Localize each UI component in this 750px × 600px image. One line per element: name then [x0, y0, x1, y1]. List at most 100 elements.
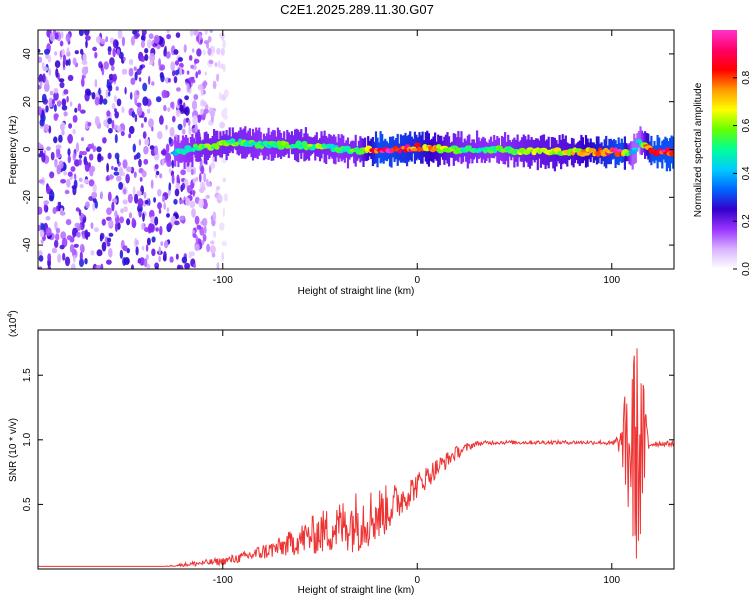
- noise-speckle: [62, 59, 66, 68]
- noise-speckle: [134, 114, 138, 123]
- noise-speckle: [159, 64, 166, 71]
- noise-speckle: [214, 62, 218, 67]
- ridge-halo: [365, 146, 368, 162]
- noise-speckle: [187, 119, 191, 127]
- noise-speckle: [220, 48, 225, 56]
- noise-speckle: [108, 127, 113, 134]
- noise-speckle: [64, 189, 70, 195]
- noise-speckle: [142, 212, 145, 222]
- noise-speckle: [161, 89, 168, 99]
- noise-speckle: [94, 200, 99, 209]
- noise-speckle: [216, 47, 221, 55]
- ridge-halo: [289, 134, 292, 150]
- noise-speckle: [111, 201, 115, 212]
- noise-speckle: [60, 31, 64, 39]
- noise-speckle: [162, 195, 166, 203]
- noise-speckle: [167, 78, 171, 83]
- noise-speckle: [72, 152, 77, 161]
- noise-speckle: [200, 186, 206, 191]
- noise-speckle: [153, 34, 160, 44]
- noise-speckle: [143, 158, 149, 165]
- noise-speckle: [67, 155, 72, 164]
- ridge-halo: [561, 134, 564, 165]
- noise-speckle: [58, 78, 65, 83]
- noise-speckle: [94, 96, 100, 106]
- noise-speckle: [168, 168, 172, 174]
- snr-xlabel: Height of straight line (km): [298, 585, 415, 596]
- ridge-point: [614, 151, 621, 158]
- noise-speckle: [43, 82, 50, 92]
- spec-ytick-label: -20: [22, 190, 33, 205]
- noise-speckle: [106, 242, 111, 247]
- ridge-halo: [574, 144, 577, 163]
- noise-speckle: [141, 30, 147, 36]
- noise-speckle: [131, 111, 136, 118]
- colorbar-gradient: [712, 30, 737, 269]
- noise-speckle: [80, 48, 84, 55]
- snr-line: [38, 348, 674, 568]
- noise-speckle: [209, 109, 216, 118]
- noise-speckle: [70, 263, 76, 269]
- noise-speckle: [195, 176, 199, 182]
- noise-speckle: [130, 36, 135, 46]
- noise-speckle: [168, 136, 172, 144]
- noise-speckle: [205, 194, 210, 199]
- colorbar-tick-label: 0.8: [741, 70, 750, 84]
- noise-speckle: [223, 89, 229, 98]
- noise-speckle: [151, 81, 155, 86]
- noise-speckle: [150, 216, 156, 225]
- noise-speckle: [79, 150, 84, 156]
- noise-speckle: [119, 123, 126, 133]
- ridge-halo: [619, 142, 622, 162]
- ridge-halo: [457, 131, 460, 163]
- noise-speckle: [195, 71, 199, 79]
- noise-speckle: [67, 74, 74, 82]
- noise-speckle: [155, 96, 162, 103]
- noise-speckle: [172, 69, 176, 77]
- noise-speckle: [87, 121, 92, 127]
- noise-speckle: [173, 49, 179, 55]
- ridge-halo: [536, 138, 539, 171]
- colorbar-tick-label: 0.2: [741, 214, 750, 228]
- noise-speckle: [165, 143, 170, 153]
- figure-title: C2E1.2025.289.11.30.G07: [280, 2, 434, 17]
- noise-speckle: [45, 227, 52, 237]
- noise-speckle: [115, 40, 119, 47]
- noise-speckle: [191, 48, 195, 53]
- noise-speckle: [76, 231, 81, 238]
- ridge-halo: [458, 137, 462, 158]
- noise-speckle: [51, 98, 56, 105]
- noise-speckle: [140, 40, 145, 49]
- noise-speckle: [75, 142, 80, 153]
- noise-speckle: [45, 105, 49, 113]
- ridge-halo: [220, 135, 223, 158]
- noise-speckle: [189, 200, 196, 209]
- noise-speckle: [220, 63, 225, 70]
- noise-speckle: [63, 89, 69, 95]
- snr-ytick-label: 1.0: [22, 432, 33, 446]
- noise-speckle: [78, 209, 82, 217]
- noise-speckle: [80, 137, 85, 142]
- noise-speckle: [180, 169, 187, 176]
- noise-speckle: [94, 51, 98, 59]
- ridge-halo: [661, 140, 664, 169]
- noise-speckle: [123, 57, 126, 61]
- noise-speckle: [121, 106, 125, 113]
- noise-speckle: [113, 167, 118, 172]
- noise-speckle: [83, 30, 90, 36]
- noise-speckle: [81, 66, 88, 76]
- noise-speckle: [181, 182, 185, 191]
- ridge-point: [257, 140, 262, 145]
- ridge-point: [450, 145, 459, 149]
- noise-speckle: [159, 115, 164, 125]
- noise-speckle: [96, 146, 102, 153]
- noise-speckle: [67, 171, 73, 177]
- noise-speckle: [122, 199, 128, 205]
- noise-speckle: [144, 199, 149, 205]
- noise-speckle: [55, 233, 60, 241]
- noise-speckle: [83, 179, 89, 184]
- noise-speckle: [119, 249, 124, 259]
- colorbar: 0.0 0.2 0.4 0.6 0.8 Normalized spectral ampl…: [693, 30, 750, 276]
- noise-speckle: [62, 252, 66, 261]
- noise-speckle: [111, 65, 115, 71]
